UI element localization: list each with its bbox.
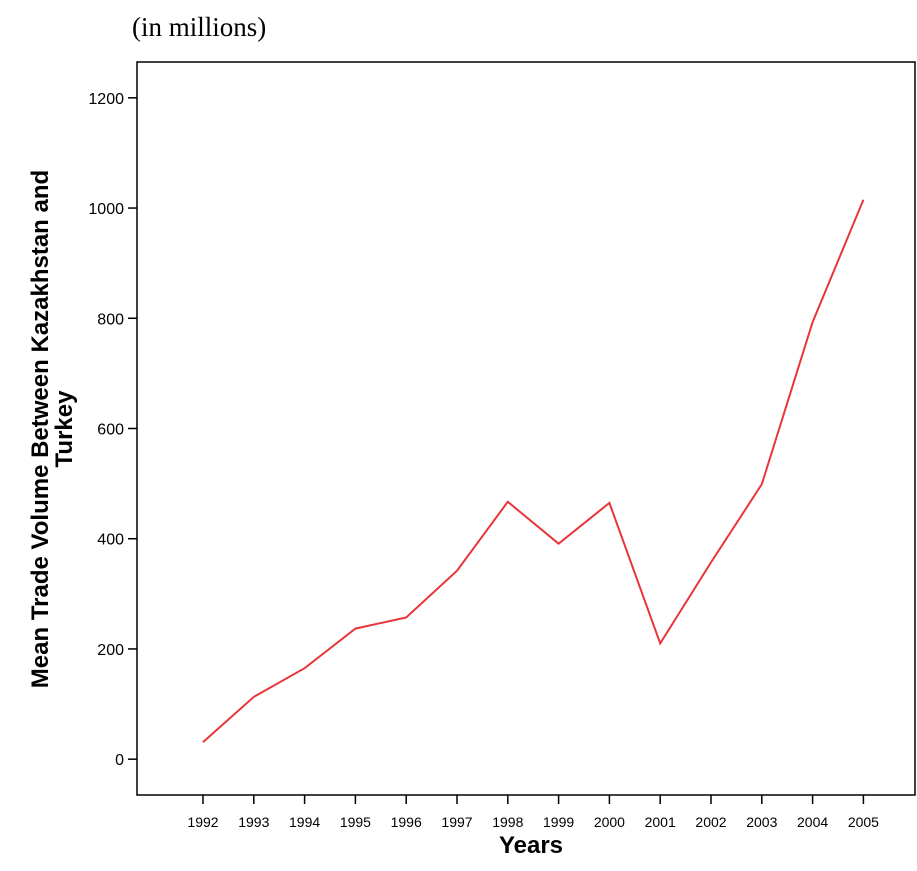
x-tick-label: 2000	[594, 814, 625, 830]
data-points	[202, 199, 864, 743]
y-axis-title-line-1: Mean Trade Volume Between Kazakhstan and	[27, 170, 54, 688]
y-tick-label: 800	[97, 311, 124, 328]
x-tick-label: 1997	[441, 814, 472, 830]
x-tick-label: 2004	[797, 814, 828, 830]
y-tick-label: 400	[97, 532, 124, 549]
x-tick-label: 1992	[187, 814, 218, 830]
plot-frame	[136, 61, 916, 796]
x-tick-label: 1998	[492, 814, 523, 830]
x-tick-label: 1994	[289, 814, 320, 830]
x-tick-label: 1999	[543, 814, 574, 830]
x-tick-label: 2002	[695, 814, 726, 830]
x-tick-label: 2003	[746, 814, 777, 830]
y-tick-label: 1200	[88, 91, 124, 108]
y-axis-ticks: 0 200 400 600 800 1000 1200	[88, 91, 137, 769]
series-line	[202, 199, 865, 743]
x-axis-title: Years	[499, 832, 563, 859]
x-tick-label: 2005	[848, 814, 879, 830]
y-tick-label: 200	[97, 642, 124, 659]
y-axis-title-line-2: Turkey	[51, 390, 78, 468]
y-tick-label: 1000	[88, 201, 124, 218]
y-tick-label: 600	[97, 422, 124, 439]
y-tick-label: 0	[115, 752, 124, 769]
x-tick-label: 1996	[391, 814, 422, 830]
x-tick-label: 1995	[340, 814, 371, 830]
x-tick-label: 1993	[238, 814, 269, 830]
chart-subtitle: (in millions)	[132, 12, 266, 42]
x-tick-label: 2001	[645, 814, 676, 830]
x-axis-ticks: 1992 1993 1994 1995 1996 1997 1998 1999 2000 2001…	[187, 795, 879, 830]
